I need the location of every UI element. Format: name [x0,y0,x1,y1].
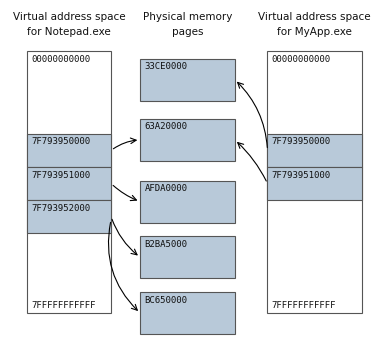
Bar [27,200,111,233]
Text: 33CE0000: 33CE0000 [144,62,187,71]
Text: Virtual address space: Virtual address space [258,12,371,22]
Text: AFDA0000: AFDA0000 [144,184,187,193]
Bar [268,134,362,167]
Bar [27,51,111,313]
Text: for Notepad.exe: for Notepad.exe [27,27,111,37]
Text: 7F793950000: 7F793950000 [272,137,331,146]
Text: 7F793951000: 7F793951000 [272,170,331,180]
Text: 00000000000: 00000000000 [272,55,331,64]
Text: pages: pages [172,27,203,37]
Bar [140,292,235,334]
Text: Virtual address space: Virtual address space [13,12,126,22]
Bar [140,236,235,278]
Text: 7FFFFFFFFFFF: 7FFFFFFFFFFF [272,301,336,310]
Text: BC650000: BC650000 [144,296,187,305]
Bar [140,119,235,161]
Bar [140,59,235,101]
Text: 7FFFFFFFFFFF: 7FFFFFFFFFFF [32,301,96,310]
Text: for MyApp.exe: for MyApp.exe [277,27,352,37]
Text: 7F793951000: 7F793951000 [32,170,91,180]
Text: 7F793950000: 7F793950000 [32,137,91,146]
Text: 63A20000: 63A20000 [144,122,187,131]
Bar [268,167,362,200]
Text: 7F793952000: 7F793952000 [32,204,91,213]
Bar [27,167,111,200]
Bar [27,134,111,167]
Text: B2BA5000: B2BA5000 [144,240,187,249]
Text: Physical memory: Physical memory [143,12,232,22]
Bar [268,51,362,313]
Bar [140,180,235,223]
Text: 00000000000: 00000000000 [32,55,91,64]
